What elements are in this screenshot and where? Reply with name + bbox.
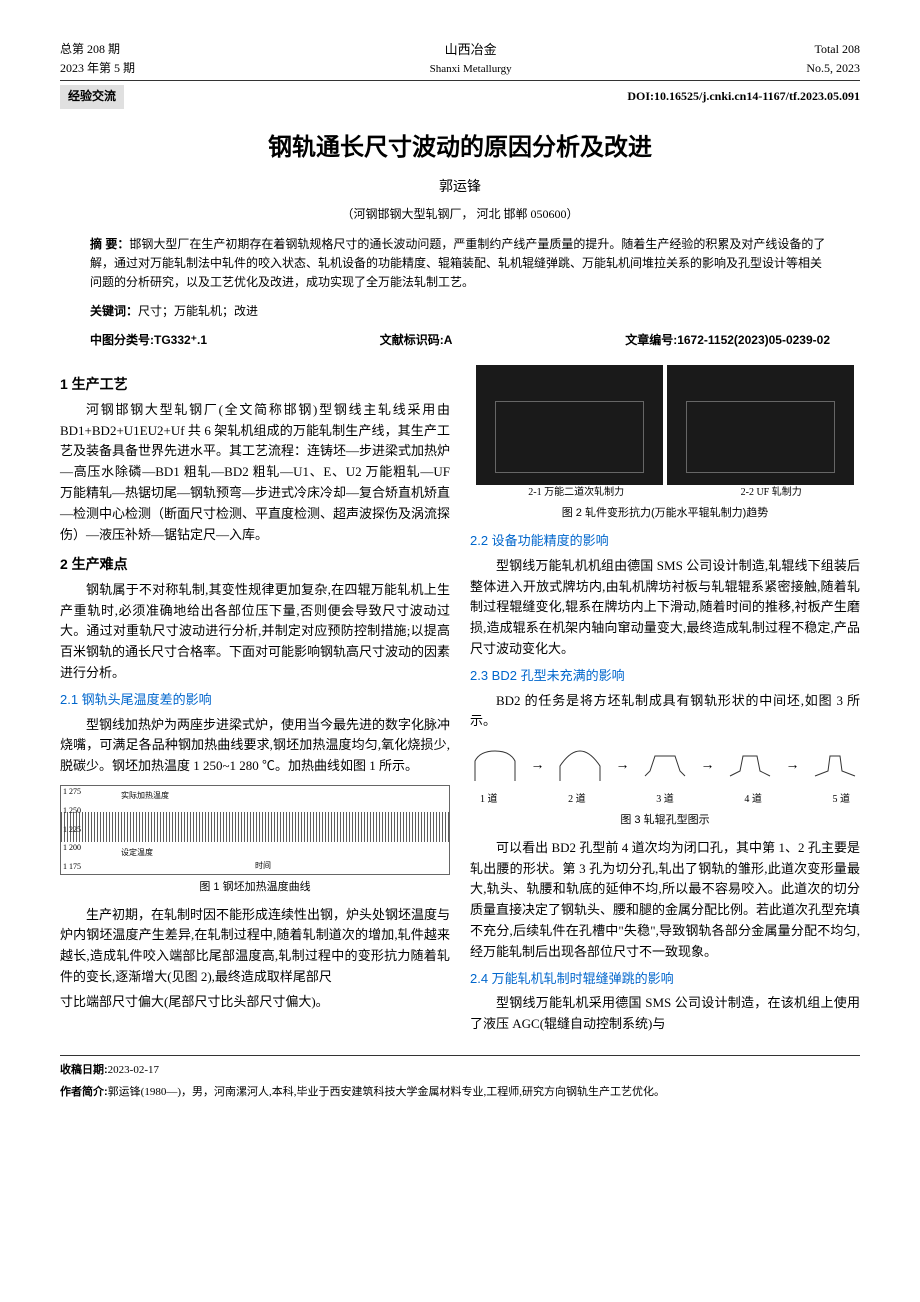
article-id: 文章编号:1672-1152(2023)05-0239-02 [625,331,830,350]
keywords-label: 关键词： [90,304,138,318]
header-left: 总第 208 期 2023 年第 5 期 [60,40,135,78]
pass-shape-4 [725,746,775,786]
header-right: Total 208 No.5, 2023 [806,40,860,78]
keywords-text: 尺寸；万能轧机；改进 [138,304,258,318]
figure-3-caption: 图 3 轧辊孔型图示 [470,812,860,830]
figure-3-flowchart: → → → → [470,740,860,792]
page-header: 总第 208 期 2023 年第 5 期 山西冶金 Shanxi Metallu… [60,40,860,81]
pass-shape-1 [470,746,520,786]
abstract-label: 摘 要： [90,237,129,251]
section-2-3-p2: 可以看出 BD2 孔型前 4 道次均为闭口孔，其中第 1、2 孔主要是轧出腰的形… [470,838,860,963]
figure-3: → → → → 1 道 2 道 3 道 4 道 5 道 图 3 轧辊孔型图示 [470,740,860,830]
pass-shape-3 [640,746,690,786]
paper-title: 钢轨通长尺寸波动的原因分析及改进 [60,129,860,167]
affiliation: （河钢邯钢大型轧钢厂， 河北 邯郸 050600） [60,205,860,224]
section-2-3-heading: 2.3 BD2 孔型未充满的影响 [470,666,860,687]
figure-2-sub2: 2-2 UF 轧制力 [741,485,802,501]
pass-shape-2 [555,746,605,786]
header-center: 山西冶金 Shanxi Metallurgy [430,40,512,78]
section-2-3-p1: BD2 的任务是将方坯轧制成具有钢轨形状的中间坯,如图 3 所示。 [470,691,860,733]
total-en: Total 208 [806,40,860,59]
section-2-1-p2-cont: 寸比端部尺寸偏大(尾部尺寸比头部尺寸偏大)。 [60,992,450,1013]
figure-1-line [61,812,449,842]
doi: DOI:10.16525/j.cnki.cn14-1167/tf.2023.05… [627,87,860,106]
author: 郭运锋 [60,177,860,199]
issue-year: 2023 年第 5 期 [60,59,135,78]
classification-row: 中图分类号:TG332⁺.1 文献标识码:A 文章编号:1672-1152(20… [90,331,830,350]
no-en: No.5, 2023 [806,59,860,78]
figure-1: 1 275 1 250 1 225 1 200 1 175 实际加热温度 设定温… [60,785,450,897]
abstract-text: 邯钢大型厂在生产初期存在着钢轨规格尺寸的通长波动问题，严重制约产线产量质量的提升… [90,237,825,289]
figure-1-chart: 1 275 1 250 1 225 1 200 1 175 实际加热温度 设定温… [60,785,450,875]
section-2-4-p1: 型钢线万能轧机采用德国 SMS 公司设计制造，在该机组上使用了液压 AGC(辊缝… [470,993,860,1035]
main-content: 1 生产工艺 河钢邯钢大型轧钢厂(全文简称邯钢)型钢线主轧线采用由 BD1+BD… [60,365,860,1035]
figure-2: 2-1 万能二道次轧制力 2-2 UF 轧制力 图 2 轧件变形抗力(万能水平辊… [470,365,860,523]
figure-1-legend-1: 实际加热温度 [121,790,169,803]
abstract: 摘 要：邯钢大型厂在生产初期存在着钢轨规格尺寸的通长波动问题，严重制约产线产量质… [90,235,830,293]
figure-1-xlabel: 时间 [255,860,271,873]
figure-2-caption: 图 2 轧件变形抗力(万能水平辊轧制力)趋势 [470,505,860,523]
figure-2-photo-2 [667,365,854,485]
figure-2-sub1: 2-1 万能二道次轧制力 [528,485,624,501]
category-row: 经验交流 DOI:10.16525/j.cnki.cn14-1167/tf.20… [60,85,860,108]
arrow-icon: → [786,755,800,777]
doc-code: 文献标识码:A [380,331,453,350]
figure-1-legend-2: 设定温度 [121,847,153,860]
journal-en: Shanxi Metallurgy [430,61,512,79]
received-date: 收稿日期:2023-02-17 [60,1062,860,1080]
section-2-4-heading: 2.4 万能轧机轧制时辊缝弹跳的影响 [470,969,860,990]
section-2-2-heading: 2.2 设备功能精度的影响 [470,531,860,552]
section-2-1-heading: 2.1 钢轨头尾温度差的影响 [60,690,450,711]
figure-2-photo-1 [476,365,663,485]
figure-3-labels: 1 道 2 道 3 道 4 道 5 道 [470,792,860,808]
clc: 中图分类号:TG332⁺.1 [90,331,207,350]
figure-1-caption: 图 1 钢坯加热温度曲线 [60,879,450,897]
category-badge: 经验交流 [60,85,124,108]
arrow-icon: → [616,755,630,777]
section-2-heading: 2 生产难点 [60,553,450,575]
pass-shape-5 [810,746,860,786]
journal-cn: 山西冶金 [430,40,512,61]
arrow-icon: → [701,755,715,777]
section-2-1-p2: 生产初期，在轧制时因不能形成连续性出钢，炉头处钢坯温度与炉内钢坯温度产生差异,在… [60,905,450,988]
footer: 收稿日期:2023-02-17 作者简介:郭运锋(1980—)，男，河南漯河人,… [60,1055,860,1101]
section-2-2-p1: 型钢线万能轧机机组由德国 SMS 公司设计制造,轧辊线下组装后整体进入开放式牌坊… [470,556,860,660]
section-1-heading: 1 生产工艺 [60,373,450,395]
figure-2-photos [470,365,860,485]
issue-total: 总第 208 期 [60,40,135,59]
keywords: 关键词：尺寸；万能轧机；改进 [90,302,830,321]
arrow-icon: → [531,755,545,777]
figure-2-subcaptions: 2-1 万能二道次轧制力 2-2 UF 轧制力 [470,485,860,501]
section-1-p1: 河钢邯钢大型轧钢厂(全文简称邯钢)型钢线主轧线采用由 BD1+BD2+U1EU2… [60,400,450,546]
section-2-p1: 钢轨属于不对称轧制,其变性规律更加复杂,在四辊万能轧机上生产重轨时,必须准确地给… [60,580,450,684]
author-bio: 作者简介:郭运锋(1980—)，男，河南漯河人,本科,毕业于西安建筑科技大学金属… [60,1084,860,1102]
section-2-1-p1: 型钢线加热炉为两座步进梁式炉，使用当今最先进的数字化脉冲烧嘴，可满足各品种钢加热… [60,715,450,777]
